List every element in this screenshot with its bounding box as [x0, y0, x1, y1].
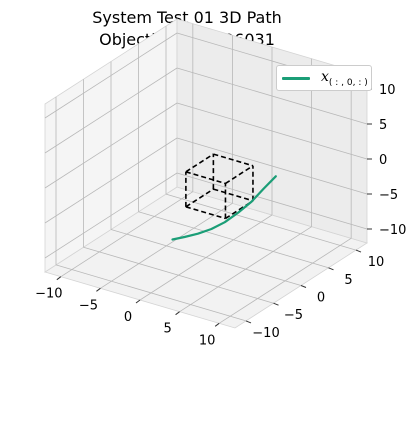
grid-line	[176, 102, 368, 160]
grid-line	[138, 211, 329, 269]
obstacle-edge	[225, 165, 254, 185]
y-tick-mark	[273, 302, 279, 306]
x-tick-mark	[96, 287, 101, 292]
series-group	[171, 175, 277, 241]
x-tick-label: 10	[199, 333, 216, 348]
grid-line	[44, 67, 178, 154]
x-tick-label: −10	[35, 287, 62, 302]
grid-line	[44, 32, 178, 119]
obstacle-edge	[213, 188, 254, 202]
x-tick-mark	[175, 311, 180, 316]
y-tick-mark	[355, 249, 362, 253]
chart-title: System Test 01 3D Path	[92, 8, 282, 27]
y-tick-mark	[300, 285, 307, 288]
y-tick-label: 10	[368, 255, 385, 270]
z-tick-label: 5	[379, 118, 387, 133]
z-tick-label: −5	[379, 188, 398, 203]
obstacle-edge	[185, 206, 226, 220]
y-tick-label: −10	[252, 326, 279, 341]
y-tick-label: 5	[344, 273, 352, 288]
grid-line	[55, 264, 247, 322]
series-line	[171, 175, 277, 241]
obstacle-edge	[213, 153, 254, 167]
grid-line	[44, 137, 178, 224]
z-tick-label: 0	[379, 153, 387, 168]
z-tick-label: 10	[379, 83, 396, 98]
obstacle-edge	[185, 188, 214, 208]
y-tick-label: −5	[284, 308, 303, 323]
grid-line	[83, 246, 274, 304]
obstacle-edge	[185, 153, 214, 173]
z-tick-label: −10	[379, 223, 406, 238]
x-tick-label: −5	[79, 298, 98, 313]
x-tick-label: 5	[163, 322, 171, 337]
legend: x( : , 0, : )	[276, 65, 372, 91]
x-tick-mark	[214, 322, 220, 327]
legend-swatch	[282, 77, 310, 80]
x-tick-label: 0	[124, 310, 132, 325]
grid-line	[176, 67, 368, 125]
y-tick-label: 0	[317, 291, 325, 306]
legend-label: x( : , 0, : )	[321, 69, 368, 88]
y-tick-mark	[245, 320, 252, 324]
grid-line	[176, 137, 368, 195]
grid-lines	[44, 23, 368, 324]
y-tick-mark	[328, 267, 334, 271]
grid-line	[165, 193, 357, 251]
legend-subscript: ( : , 0, : )	[328, 77, 368, 88]
grid-line	[44, 102, 178, 189]
obstacle-edge	[185, 171, 226, 185]
x-tick-mark	[135, 299, 141, 304]
legend-symbol: x	[321, 69, 329, 85]
x-tick-mark	[56, 276, 62, 281]
grid-line	[110, 229, 302, 286]
axis-ticks: −10 −5 0 5 10 −10 −5 0 5 10 −10 −5 0 5 10	[35, 83, 406, 348]
grid-line	[44, 172, 178, 259]
grid-line	[176, 172, 368, 230]
